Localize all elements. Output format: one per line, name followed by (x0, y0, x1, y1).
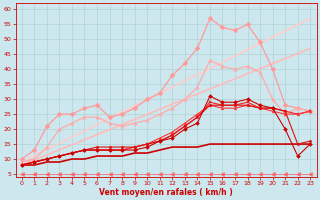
X-axis label: Vent moyen/en rafales ( km/h ): Vent moyen/en rafales ( km/h ) (99, 188, 233, 197)
